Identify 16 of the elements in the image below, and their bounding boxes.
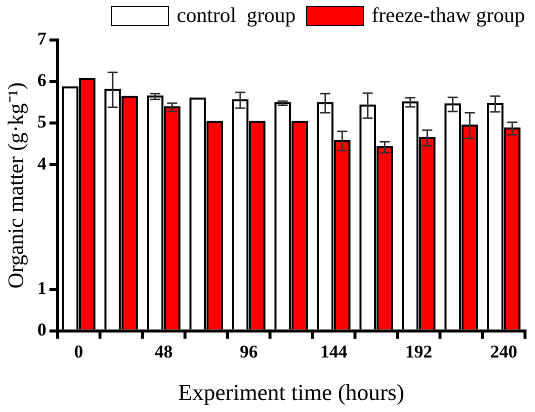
x-tick-label: 240 (490, 341, 518, 362)
x-tick-label: 48 (154, 341, 173, 362)
legend-label: control group (176, 3, 296, 28)
x-tick-label: 96 (240, 341, 258, 362)
y-tick-label: 5 (37, 112, 46, 132)
y-tick-label: 0 (37, 319, 46, 340)
y-axis-title: Organic matter (g·kg⁻¹) (2, 82, 28, 289)
x-tick-label: 0 (74, 341, 84, 362)
x-axis-title: Experiment time (hours) (178, 380, 404, 406)
x-tick-label: 192 (405, 341, 432, 362)
y-tick-label: 7 (37, 28, 46, 49)
y-tick-label: 4 (37, 153, 46, 174)
y-tick-label: 6 (37, 70, 46, 90)
x-tick-label: 144 (320, 341, 348, 362)
legend-label: freeze-thaw group (372, 3, 525, 28)
y-tick-label: 1 (37, 278, 46, 298)
